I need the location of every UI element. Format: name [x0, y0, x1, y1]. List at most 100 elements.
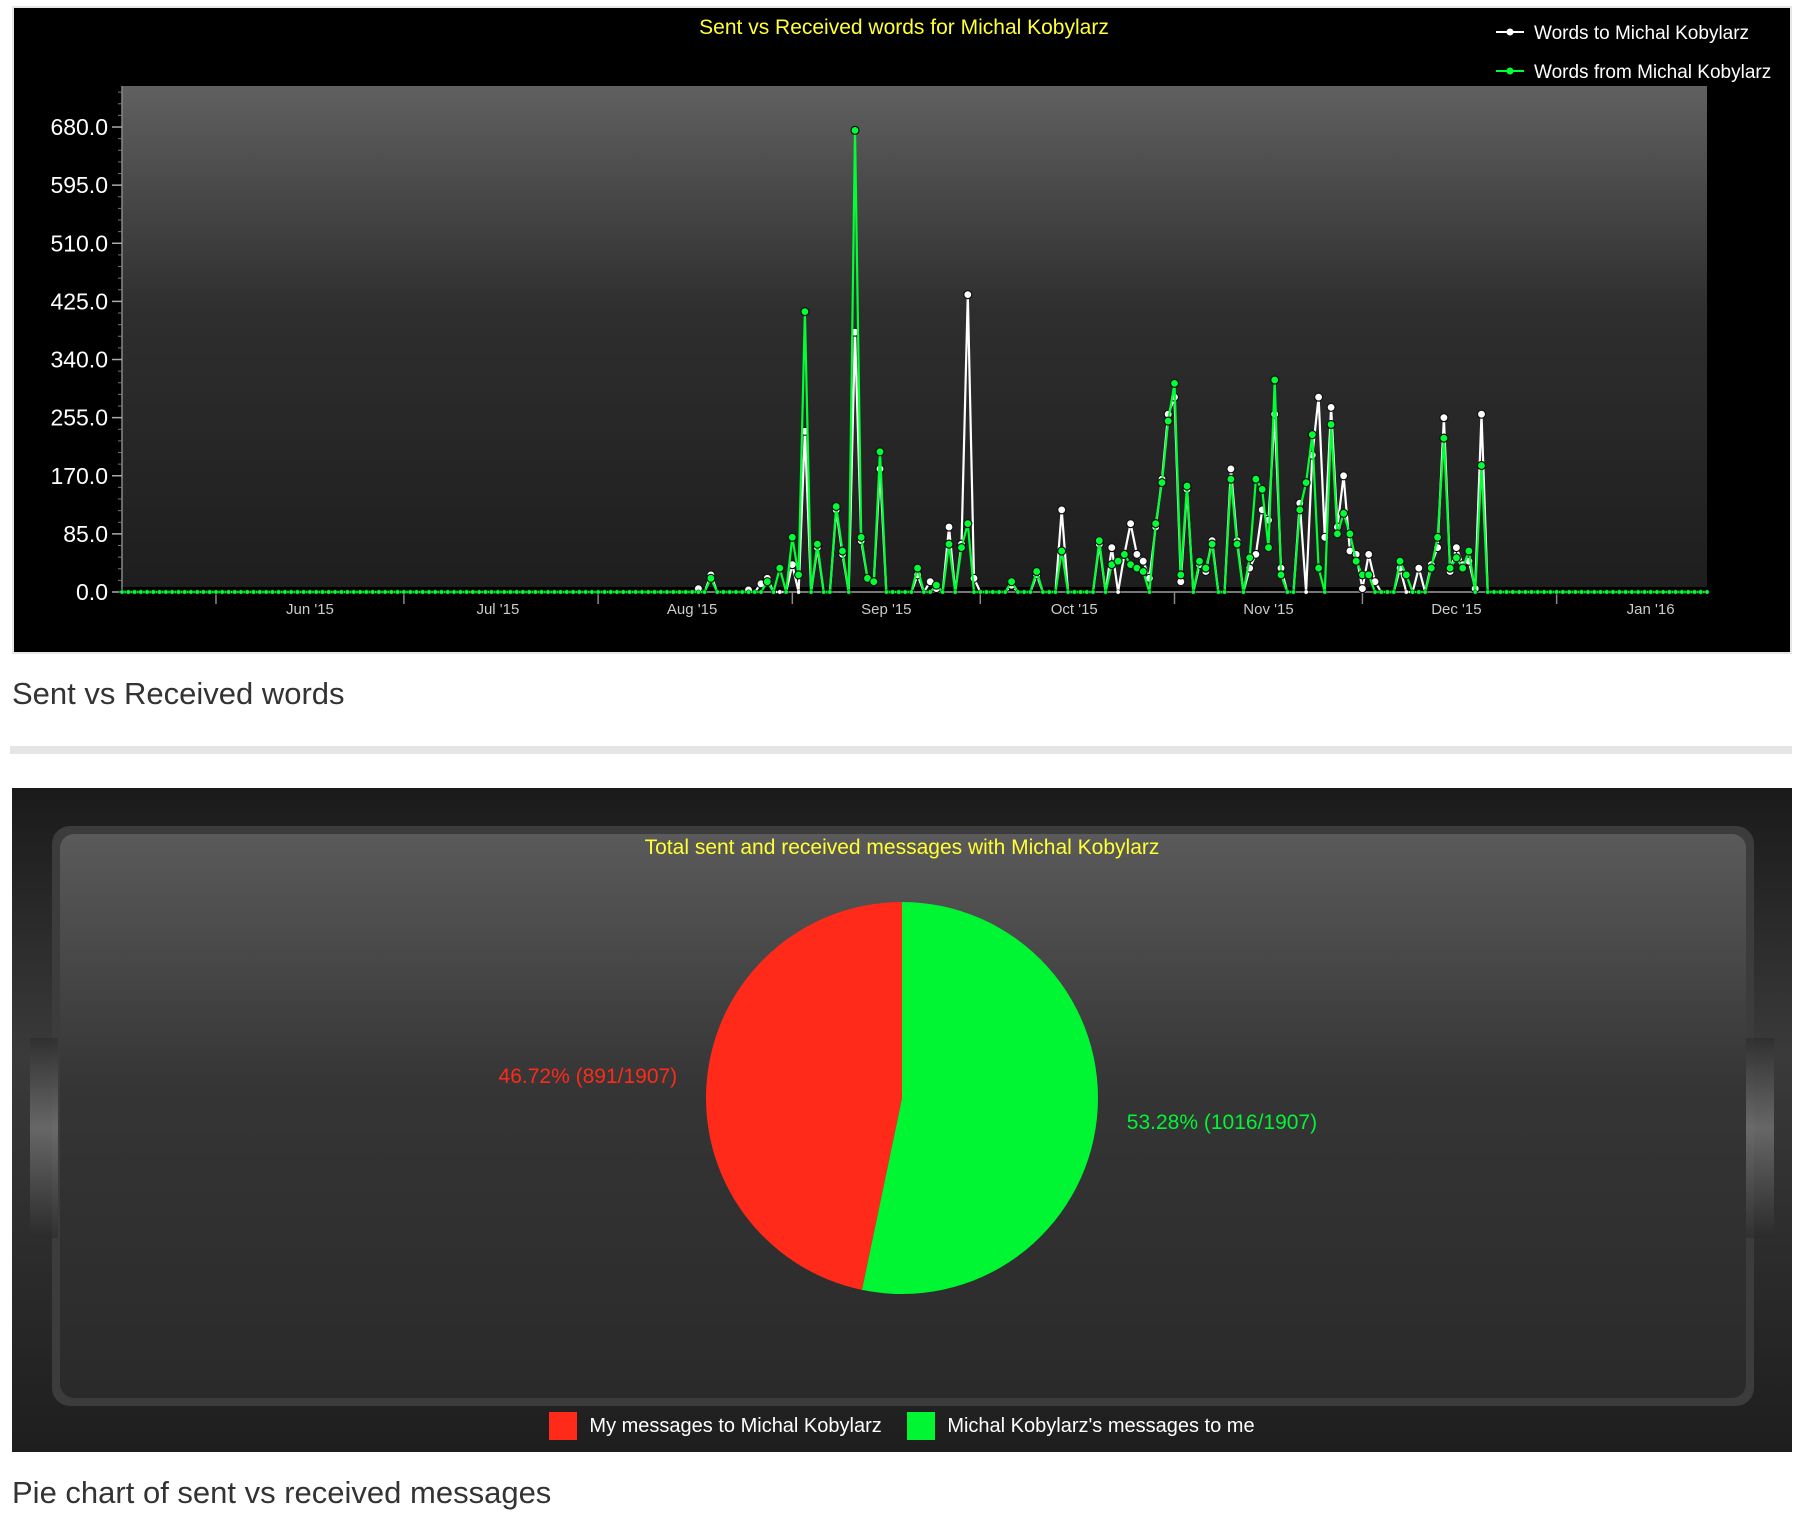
- data-point[interactable]: [963, 518, 973, 529]
- data-point[interactable]: [1291, 589, 1296, 595]
- pie-slice-received[interactable]: [861, 902, 1098, 1294]
- data-point[interactable]: [451, 589, 457, 595]
- data-point[interactable]: [1391, 589, 1397, 595]
- data-point[interactable]: [1604, 589, 1610, 595]
- data-point[interactable]: [1654, 589, 1660, 595]
- data-point[interactable]: [533, 589, 538, 595]
- data-point[interactable]: [758, 589, 764, 595]
- data-point[interactable]: [232, 589, 238, 595]
- data-point[interactable]: [150, 589, 156, 595]
- data-point[interactable]: [963, 290, 973, 300]
- data-point[interactable]: [639, 589, 645, 595]
- data-point[interactable]: [1146, 589, 1152, 595]
- data-point[interactable]: [1176, 570, 1186, 580]
- data-point[interactable]: [307, 589, 313, 595]
- data-point[interactable]: [1090, 589, 1096, 595]
- data-point[interactable]: [313, 589, 319, 595]
- data-point[interactable]: [1357, 583, 1368, 594]
- data-point[interactable]: [1240, 589, 1246, 595]
- data-point[interactable]: [545, 589, 551, 595]
- data-point[interactable]: [846, 589, 852, 595]
- data-point[interactable]: [1476, 409, 1487, 419]
- data-point[interactable]: [875, 447, 885, 457]
- data-point[interactable]: [457, 589, 463, 595]
- data-point[interactable]: [345, 589, 350, 595]
- data-point[interactable]: [1364, 570, 1374, 580]
- data-point[interactable]: [787, 532, 797, 542]
- data-point[interactable]: [850, 125, 860, 136]
- data-point[interactable]: [276, 589, 282, 595]
- data-point[interactable]: [1403, 589, 1409, 595]
- data-point[interactable]: [775, 563, 785, 573]
- data-point[interactable]: [733, 589, 739, 595]
- data-point[interactable]: [1345, 529, 1355, 539]
- data-point[interactable]: [1432, 532, 1443, 542]
- data-point[interactable]: [1426, 563, 1436, 573]
- data-point[interactable]: [1535, 589, 1541, 595]
- data-point[interactable]: [589, 589, 595, 595]
- data-point[interactable]: [670, 589, 676, 595]
- data-point[interactable]: [570, 589, 576, 595]
- data-point[interactable]: [1401, 570, 1411, 580]
- data-point[interactable]: [1598, 589, 1603, 595]
- data-point[interactable]: [507, 589, 513, 595]
- data-point[interactable]: [1504, 589, 1509, 595]
- data-point[interactable]: [1378, 589, 1384, 595]
- data-point[interactable]: [382, 589, 388, 595]
- data-point[interactable]: [1635, 589, 1641, 595]
- data-point[interactable]: [677, 589, 683, 595]
- data-point[interactable]: [188, 589, 194, 595]
- data-point[interactable]: [977, 589, 983, 595]
- data-point[interactable]: [338, 589, 344, 595]
- pie-slice-sent[interactable]: [705, 902, 902, 1290]
- data-point[interactable]: [470, 589, 476, 595]
- data-point[interactable]: [739, 589, 745, 595]
- data-point[interactable]: [576, 589, 582, 595]
- data-point[interactable]: [800, 307, 810, 317]
- data-point[interactable]: [1226, 474, 1236, 484]
- data-point[interactable]: [1629, 589, 1635, 595]
- data-point[interactable]: [1232, 539, 1242, 549]
- data-point[interactable]: [1685, 589, 1691, 595]
- data-point[interactable]: [489, 589, 495, 595]
- data-point[interactable]: [301, 589, 307, 595]
- data-point[interactable]: [1094, 536, 1104, 546]
- data-point[interactable]: [714, 589, 720, 595]
- data-point[interactable]: [1084, 589, 1090, 595]
- data-point[interactable]: [219, 589, 225, 595]
- data-point[interactable]: [812, 539, 823, 549]
- data-point[interactable]: [921, 589, 927, 595]
- data-point[interactable]: [1623, 589, 1629, 595]
- data-point[interactable]: [263, 589, 269, 595]
- data-point[interactable]: [251, 589, 257, 595]
- data-point[interactable]: [1414, 563, 1424, 573]
- data-point[interactable]: [1295, 505, 1305, 515]
- data-point[interactable]: [1445, 563, 1455, 573]
- data-point[interactable]: [1560, 589, 1566, 595]
- data-point[interactable]: [608, 589, 614, 595]
- data-point[interactable]: [1497, 589, 1503, 595]
- data-point[interactable]: [1641, 589, 1647, 595]
- data-point[interactable]: [902, 589, 908, 595]
- data-point[interactable]: [1322, 589, 1328, 595]
- data-point[interactable]: [1313, 563, 1324, 573]
- data-point[interactable]: [1071, 589, 1077, 595]
- data-point[interactable]: [1157, 478, 1167, 488]
- data-point[interactable]: [1303, 589, 1309, 595]
- data-point[interactable]: [652, 589, 657, 595]
- pie-legend-item-received[interactable]: Michal Kobylarz's messages to me: [907, 1412, 1255, 1440]
- data-point[interactable]: [294, 589, 300, 595]
- data-point[interactable]: [940, 589, 946, 595]
- data-point[interactable]: [1385, 589, 1390, 595]
- data-point[interactable]: [762, 577, 772, 587]
- data-point[interactable]: [1226, 464, 1236, 474]
- data-point[interactable]: [1053, 589, 1058, 595]
- data-point[interactable]: [1015, 589, 1021, 595]
- data-point[interactable]: [620, 589, 626, 595]
- data-point[interactable]: [514, 589, 520, 595]
- data-point[interactable]: [1245, 553, 1255, 563]
- data-point[interactable]: [1307, 430, 1317, 440]
- data-point[interactable]: [752, 589, 758, 595]
- data-point[interactable]: [931, 580, 942, 590]
- data-point[interactable]: [1410, 589, 1416, 595]
